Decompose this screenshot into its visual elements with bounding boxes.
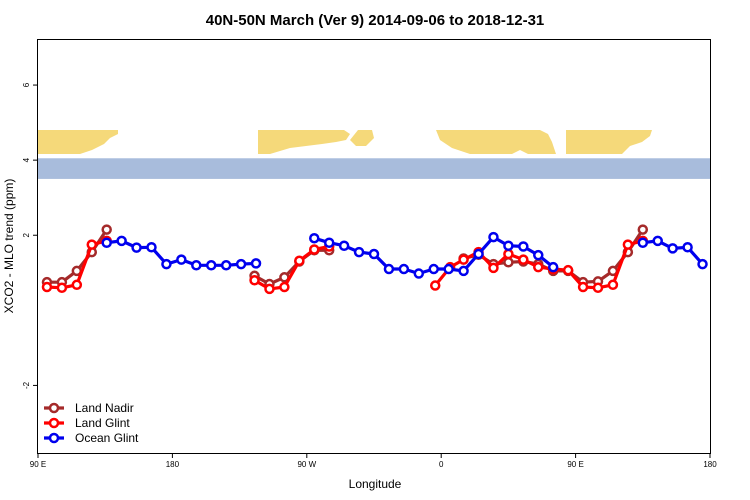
map-band — [38, 130, 710, 179]
map-land — [566, 130, 652, 154]
legend-label: Ocean Glint — [75, 431, 139, 445]
data-point — [443, 263, 454, 275]
data-point — [458, 265, 469, 277]
x-axis-label: Longitude — [349, 477, 402, 491]
chart-title: 40N-50N March (Ver 9) 2014-09-06 to 2018… — [206, 12, 545, 29]
legend-label: Land Nadir — [75, 401, 134, 415]
data-point — [309, 244, 320, 255]
plot-frame — [37, 39, 711, 454]
data-point — [383, 263, 395, 275]
data-point — [71, 279, 83, 291]
data-point — [250, 258, 262, 269]
data-point — [368, 248, 380, 260]
data-point — [429, 280, 441, 291]
x-tick-label: 90 W — [297, 460, 316, 469]
series-ocean-glint — [101, 231, 708, 279]
data-point — [101, 237, 112, 248]
data-point — [205, 260, 217, 271]
data-point — [667, 243, 678, 254]
map-land — [38, 130, 118, 154]
data-point — [503, 240, 514, 251]
data-point — [637, 237, 649, 248]
x-tick-label: 90 E — [567, 460, 583, 469]
data-point — [249, 275, 260, 286]
data-point — [176, 254, 187, 265]
data-point — [518, 254, 529, 265]
data-point — [86, 239, 98, 250]
data-point — [473, 248, 484, 260]
data-point — [637, 224, 649, 235]
legend-label: Land Glint — [75, 416, 130, 430]
y-tick-label: 4 — [22, 157, 31, 162]
data-point — [682, 242, 693, 253]
data-point — [338, 240, 350, 251]
data-point — [503, 257, 514, 268]
data-point — [309, 232, 320, 244]
map-land — [38, 142, 48, 150]
legend-item: Ocean Glint — [44, 431, 139, 445]
map-land — [436, 130, 556, 154]
data-point — [488, 262, 499, 274]
data-point — [652, 235, 663, 247]
series-land-nadir — [41, 224, 649, 290]
y-tick-label: 2 — [22, 232, 31, 237]
data-point — [294, 255, 305, 267]
data-point — [279, 281, 290, 293]
data-point — [413, 268, 425, 279]
data-point — [697, 258, 708, 270]
data-point — [116, 235, 127, 247]
y-tick-label: -2 — [22, 381, 31, 389]
map-land — [258, 130, 350, 154]
x-axis: 90 E 180 90 W 0 90 E 180 — [30, 453, 717, 469]
map-land — [350, 130, 374, 146]
data-point — [131, 242, 142, 253]
x-tick-label: 180 — [166, 460, 180, 469]
data-point — [458, 254, 469, 265]
data-point — [353, 246, 365, 258]
x-tick-label: 90 E — [30, 460, 46, 469]
y-tick-label: 6 — [22, 82, 31, 87]
legend-item: Land Nadir — [44, 401, 134, 415]
data-point — [533, 249, 544, 261]
data-point — [41, 281, 53, 293]
legend-marker — [48, 417, 60, 429]
data-point — [592, 282, 604, 294]
data-point — [503, 248, 514, 260]
data-point — [220, 260, 232, 271]
series-layer — [41, 224, 708, 295]
y-axis: -2 2 4 6 — [22, 82, 38, 389]
data-point — [607, 279, 619, 291]
data-point — [161, 258, 172, 270]
x-tick-label: 0 — [439, 460, 444, 469]
data-point — [533, 261, 544, 273]
data-point — [518, 241, 529, 252]
data-point — [56, 282, 68, 294]
x-tick-label: 180 — [703, 460, 717, 469]
data-point — [622, 239, 634, 250]
data-point — [146, 242, 157, 253]
legend-marker — [48, 432, 60, 444]
map-ocean — [38, 158, 710, 179]
data-point — [101, 224, 112, 235]
data-point — [547, 261, 559, 273]
data-point — [235, 258, 247, 270]
data-point — [264, 283, 275, 295]
data-point — [577, 281, 589, 293]
data-point — [488, 231, 499, 243]
data-point — [398, 263, 410, 275]
series-line — [253, 248, 330, 286]
legend-item: Land Glint — [44, 416, 130, 430]
y-axis-label: XCO2 - MLO trend (ppm) — [2, 179, 16, 314]
data-point — [428, 263, 439, 275]
legend-marker — [48, 402, 60, 414]
data-point — [562, 264, 574, 276]
data-point — [191, 260, 202, 271]
data-point — [323, 237, 335, 248]
